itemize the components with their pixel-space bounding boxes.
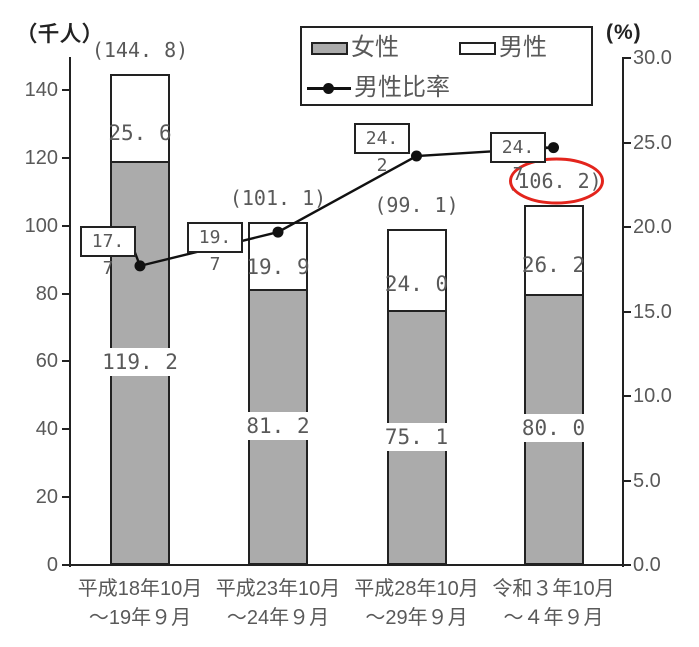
female-value-label: 119. 2 [80,347,200,376]
left-axis-tick-label: 80 [35,282,58,305]
female-value-text: 75. 1 [382,422,451,451]
right-axis-tick-label: 5.0 [633,469,661,492]
left-axis-unit-label: （千人） [16,23,104,46]
left-axis-tick-label: 60 [35,350,58,373]
right-axis-tick [623,564,631,566]
x-axis-line [69,564,624,566]
x-label-line2: ～24年９月 [226,607,330,629]
left-axis-tick [62,224,70,227]
right-axis-unit-label: (%) [606,21,642,44]
left-axis-tick [62,156,70,159]
left-axis-tick [62,292,70,295]
male-value-label: 24. 0 [384,271,449,296]
bar-1 [110,73,170,565]
left-axis-tick [62,428,70,431]
left-axis-tick [62,496,70,499]
legend-male-swatch-icon [459,42,496,55]
right-axis-tick [623,57,631,59]
male-value-label: 19. 9 [246,255,310,280]
left-axis-tick-label: 20 [35,486,58,509]
left-axis-tick-label: 0 [46,554,58,576]
female-value-label: 80. 0 [494,414,614,443]
left-axis-line [69,57,71,567]
left-axis-tick [62,564,70,566]
female-value-text: 119. 2 [100,347,180,376]
left-axis-tick [62,89,70,91]
ratio-label-box-1: 17. 7 [80,226,136,279]
right-axis-tick [623,226,631,228]
right-axis-tick-label: 25.0 [633,131,672,154]
right-axis-tick [623,310,631,313]
x-label-line2: ～４年９月 [503,607,604,629]
right-axis-tick-label: 20.0 [633,216,672,238]
total-label: (101. 1) [229,185,327,210]
legend: 女性 男性 男性比率 [300,26,593,106]
right-axis-tick-label: 0.0 [633,554,661,576]
right-axis-tick [623,141,631,144]
left-axis-tick-label: 40 [35,418,58,441]
legend-line-dot-icon [323,83,334,94]
legend-female-label: 女性 [351,34,399,61]
ratio-label-box-3: 24. 2 [354,123,410,176]
female-value-label: 81. 2 [218,412,338,441]
legend-ratio-label: 男性比率 [354,74,450,101]
ratio-point-4 [548,142,559,154]
ratio-label-box-2: 19. 7 [187,222,243,275]
total-label: (106. 2) [505,168,602,193]
right-axis-tick-label: 15.0 [633,300,672,323]
female-value-text: 81. 2 [244,412,312,441]
left-axis-tick-label: 140 [24,79,58,101]
right-axis-tick [623,479,631,482]
right-axis-tick-label: 10.0 [633,385,672,407]
ratio-point-3 [411,150,422,162]
legend-line-marker-icon [307,83,351,94]
female-value-label: 75. 1 [357,422,477,451]
male-value-label: 25. 6 [108,120,172,145]
left-axis-tick [62,360,70,363]
left-axis-tick-label: 100 [24,214,58,237]
female-value-text: 80. 0 [519,414,588,443]
x-label-line1: 平成18年10月 [77,578,203,600]
legend-female-swatch-icon [311,42,348,55]
legend-male-label: 男性 [499,34,547,61]
x-label-line1: 平成28年10月 [354,578,479,600]
bar-2 [248,221,308,565]
left-axis-tick-label: 120 [24,146,58,169]
x-label-line1: 平成23年10月 [215,578,341,600]
right-axis-tick [623,395,631,397]
x-label-line2: ～29年９月 [365,607,468,629]
ratio-label-box-4: 24. 7 [490,132,546,185]
right-axis-tick-label: 30.0 [633,47,672,69]
x-label-line1: 令和３年10月 [492,578,615,600]
total-label: (99. 1) [374,192,459,217]
male-value-label: 26. 2 [521,252,586,277]
total-label: (144. 8) [91,37,189,62]
x-label-line2: ～19年９月 [88,607,192,629]
